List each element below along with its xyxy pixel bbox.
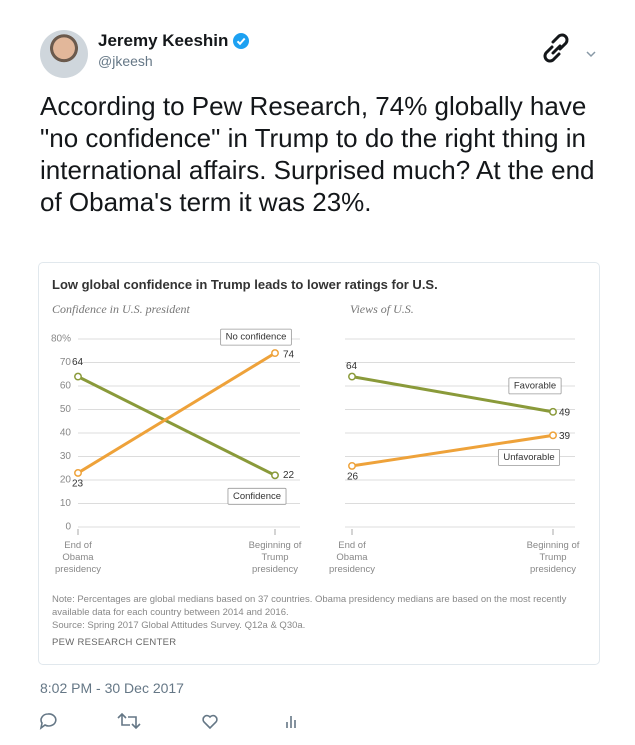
value-label: 39 — [559, 431, 571, 442]
analytics-icon[interactable] — [286, 716, 296, 728]
author-name[interactable]: Jeremy Keeshin — [98, 31, 229, 50]
series-label: Unfavorable — [503, 452, 554, 463]
chart-card[interactable] — [38, 262, 600, 665]
value-label: 23 — [72, 479, 84, 490]
series-line — [77, 351, 276, 475]
header-icons — [543, 33, 596, 63]
value-label: 49 — [559, 407, 571, 418]
tweet-text: According to Pew Research, 74% globally … — [40, 91, 595, 217]
action-bar — [39, 712, 296, 730]
series-label: No confidence — [226, 332, 287, 343]
reply-icon[interactable] — [39, 713, 57, 730]
point — [549, 431, 557, 440]
point — [74, 469, 82, 477]
point — [549, 407, 557, 416]
chart-subtitle: Confidence in U.S. president — [52, 302, 190, 316]
handle[interactable]: @jkeesh — [98, 53, 153, 69]
point — [348, 461, 356, 470]
note: Note: Percentages are global medians bas… — [52, 594, 567, 618]
y-tick-label: 0 — [65, 522, 71, 533]
author[interactable]: Jeremy Keeshin — [98, 31, 250, 51]
credit: PEW RESEARCH CENTER — [52, 637, 177, 648]
source: Source: Spring 2017 Global Attitudes Sur… — [52, 620, 306, 631]
series-line — [351, 375, 554, 414]
verified-badge — [233, 33, 250, 49]
timestamp[interactable]: 8:02 PM - 30 Dec 2017 — [40, 680, 184, 696]
figure-title: Low global confidence in Trump leads to … — [52, 277, 438, 292]
series-line — [77, 375, 276, 477]
series-label: Favorable — [514, 380, 556, 391]
series-label-box — [508, 377, 562, 395]
series-label: Confidence — [233, 491, 281, 502]
x-tick-label: Beginning of Trump presidency — [526, 540, 580, 575]
chart-subtitle: Views of U.S. — [350, 302, 414, 316]
y-tick-label: 80% — [51, 334, 71, 345]
value-label: 64 — [346, 361, 358, 372]
link-icon[interactable] — [543, 33, 569, 63]
series-label-box — [220, 328, 292, 346]
y-tick-label: 70 — [60, 357, 72, 368]
avatar[interactable] — [40, 30, 88, 78]
y-tick-label: 30 — [60, 451, 72, 462]
series-label-box — [497, 448, 561, 466]
y-tick-label: 20 — [60, 475, 72, 486]
y-tick-label: 50 — [60, 404, 72, 415]
y-tick-label: 60 — [60, 381, 72, 392]
point — [271, 349, 279, 358]
series-label-box — [227, 487, 287, 505]
like-icon[interactable] — [202, 714, 218, 730]
value-label: 64 — [72, 357, 84, 368]
point — [348, 372, 356, 381]
value-label: 74 — [283, 350, 295, 361]
point — [74, 372, 82, 381]
x-tick-label: Beginning of Trump presidency — [248, 540, 302, 575]
y-tick-label: 10 — [60, 498, 72, 509]
figure-note: Note: Percentages are global medians bas… — [52, 593, 572, 632]
value-label: 26 — [347, 472, 359, 483]
y-tick-label: 40 — [60, 428, 72, 439]
value-label: 22 — [283, 470, 295, 481]
menu-chevron[interactable] — [586, 51, 596, 58]
x-tick-label: End of Obama presidency — [55, 540, 101, 575]
x-tick-label: End of Obama presidency — [329, 540, 375, 575]
series-line — [351, 433, 554, 468]
retweet-icon[interactable] — [117, 712, 141, 730]
point — [271, 471, 279, 480]
